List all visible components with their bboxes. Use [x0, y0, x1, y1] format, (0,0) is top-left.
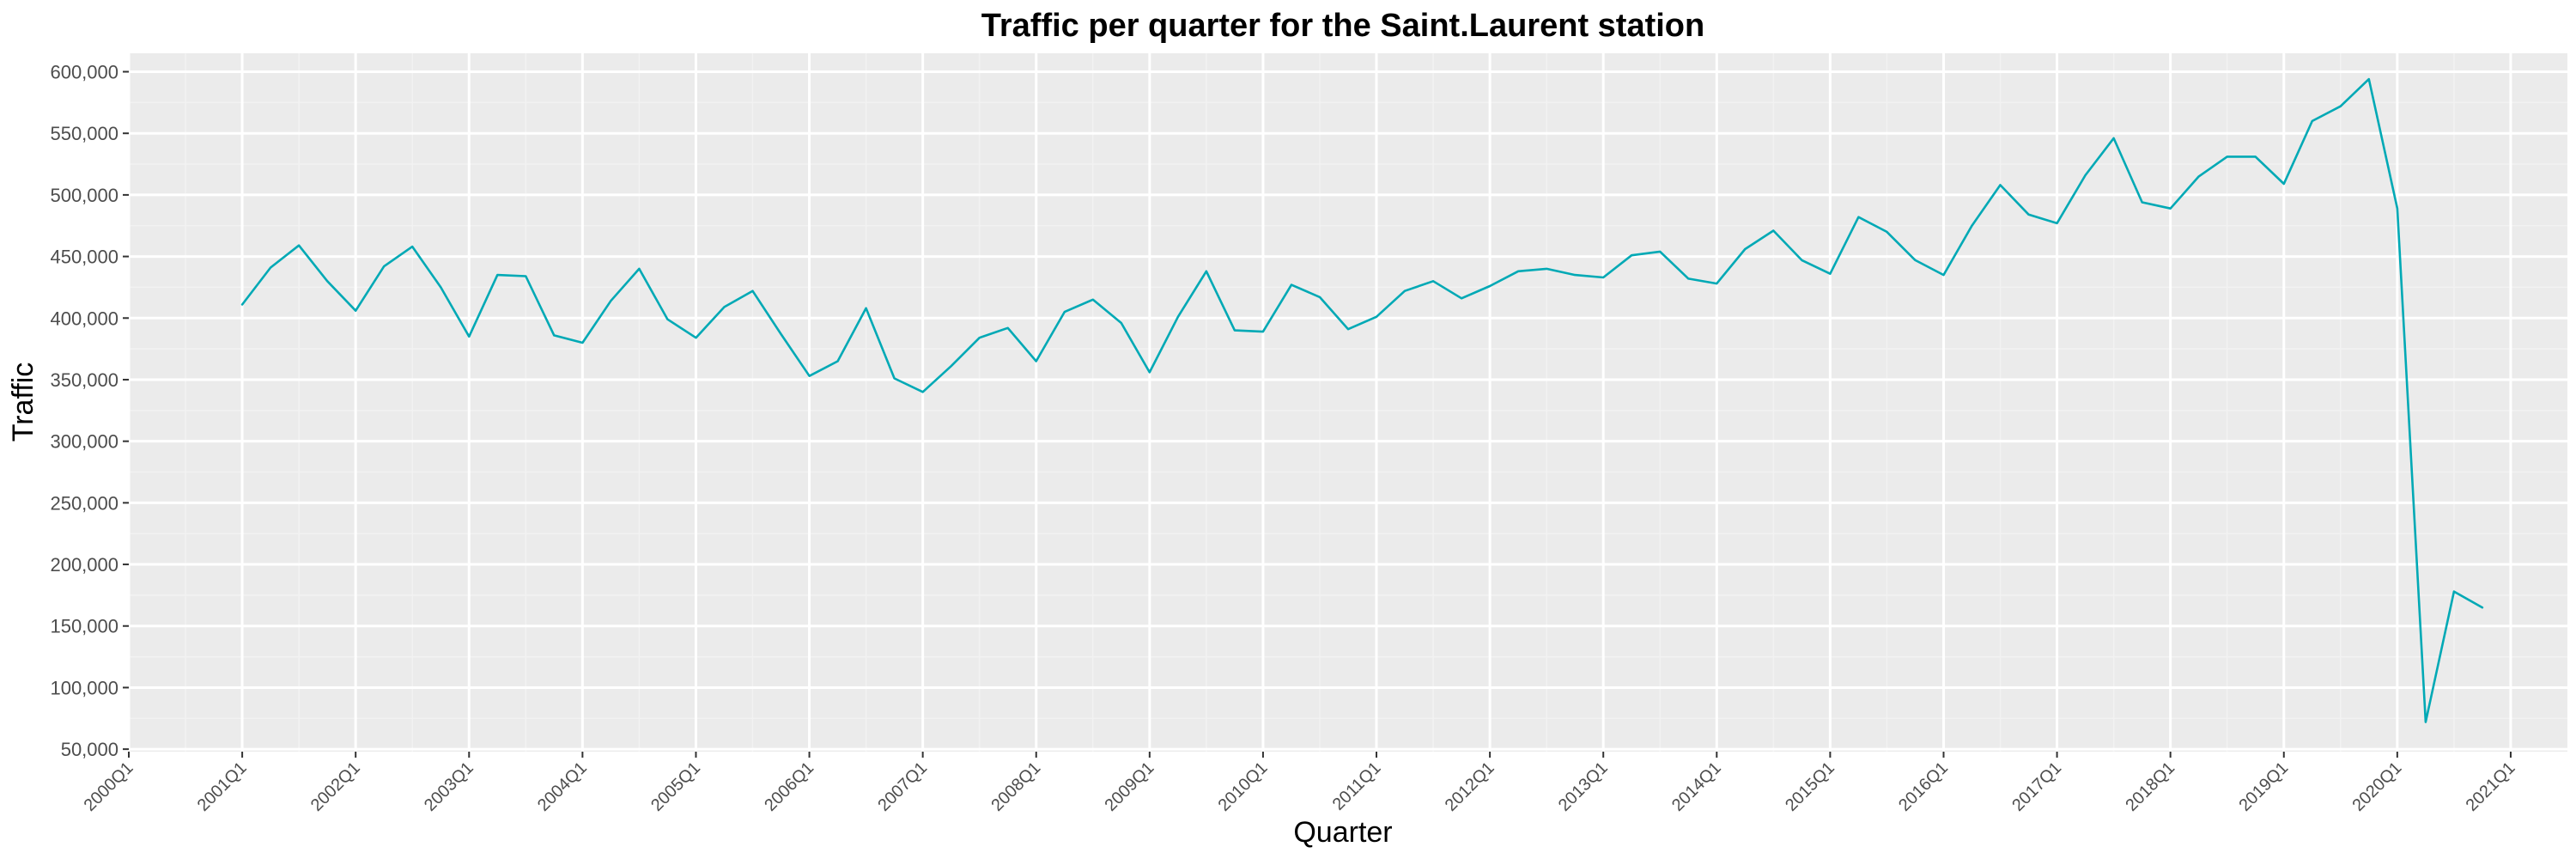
y-tick-label: 500,000 — [50, 185, 118, 206]
plot-panel — [129, 53, 2567, 752]
y-tick-label: 550,000 — [50, 123, 118, 144]
y-tick-label: 400,000 — [50, 308, 118, 329]
x-tick-label: 2019Q1 — [2235, 758, 2292, 815]
x-tick-label: 2017Q1 — [2008, 758, 2065, 815]
x-tick-label: 2015Q1 — [1782, 758, 1838, 815]
y-axis-title: Traffic — [7, 362, 39, 442]
x-tick-label: 2000Q1 — [81, 758, 137, 815]
gridlines — [127, 53, 2567, 752]
x-tick-label: 2005Q1 — [647, 758, 704, 815]
x-tick-label: 2018Q1 — [2122, 758, 2178, 815]
x-tick-label: 2009Q1 — [1101, 758, 1157, 815]
x-tick-label: 2020Q1 — [2349, 758, 2406, 815]
x-tick-label: 2013Q1 — [1555, 758, 1612, 815]
y-tick-label: 600,000 — [50, 62, 118, 83]
x-tick-label: 2021Q1 — [2463, 758, 2519, 815]
x-tick-label: 2011Q1 — [1329, 758, 1385, 814]
chart-title: Traffic per quarter for the Saint.Lauren… — [981, 8, 1704, 44]
y-axis: 50,000 100,000 150,000 200,000 250,000 300,00… — [50, 62, 129, 760]
x-tick-label: 2001Q1 — [194, 758, 251, 815]
y-tick-label: 50,000 — [61, 739, 118, 760]
x-tick-label: 2003Q1 — [421, 758, 477, 815]
y-tick-label: 250,000 — [50, 492, 118, 514]
y-tick-label: 150,000 — [50, 616, 118, 637]
y-tick-label: 300,000 — [50, 431, 118, 453]
x-tick-label: 2002Q1 — [307, 758, 364, 815]
x-tick-label: 2006Q1 — [761, 758, 817, 815]
series-layer — [240, 77, 2484, 723]
x-tick-label: 2014Q1 — [1668, 758, 1725, 815]
y-tick-label: 450,000 — [50, 247, 118, 268]
x-tick-label: 2010Q1 — [1215, 758, 1272, 815]
x-tick-label: 2012Q1 — [1442, 758, 1498, 815]
x-tick-label: 2004Q1 — [534, 758, 591, 815]
x-tick-label: 2016Q1 — [1895, 758, 1952, 815]
x-tick-label: 2008Q1 — [987, 758, 1044, 815]
y-tick-label: 100,000 — [50, 677, 118, 698]
y-tick-label: 350,000 — [50, 369, 118, 391]
plot-panel-background — [129, 53, 2567, 752]
x-axis-title: Quarter — [1293, 816, 1392, 849]
x-tick-label: 2007Q1 — [874, 758, 931, 815]
x-axis: 2000Q1 2001Q1 2002Q1 2003Q1 2004Q1 2005Q1 2006… — [81, 752, 2519, 815]
y-tick-label: 200,000 — [50, 554, 118, 576]
series-line — [240, 77, 2484, 723]
